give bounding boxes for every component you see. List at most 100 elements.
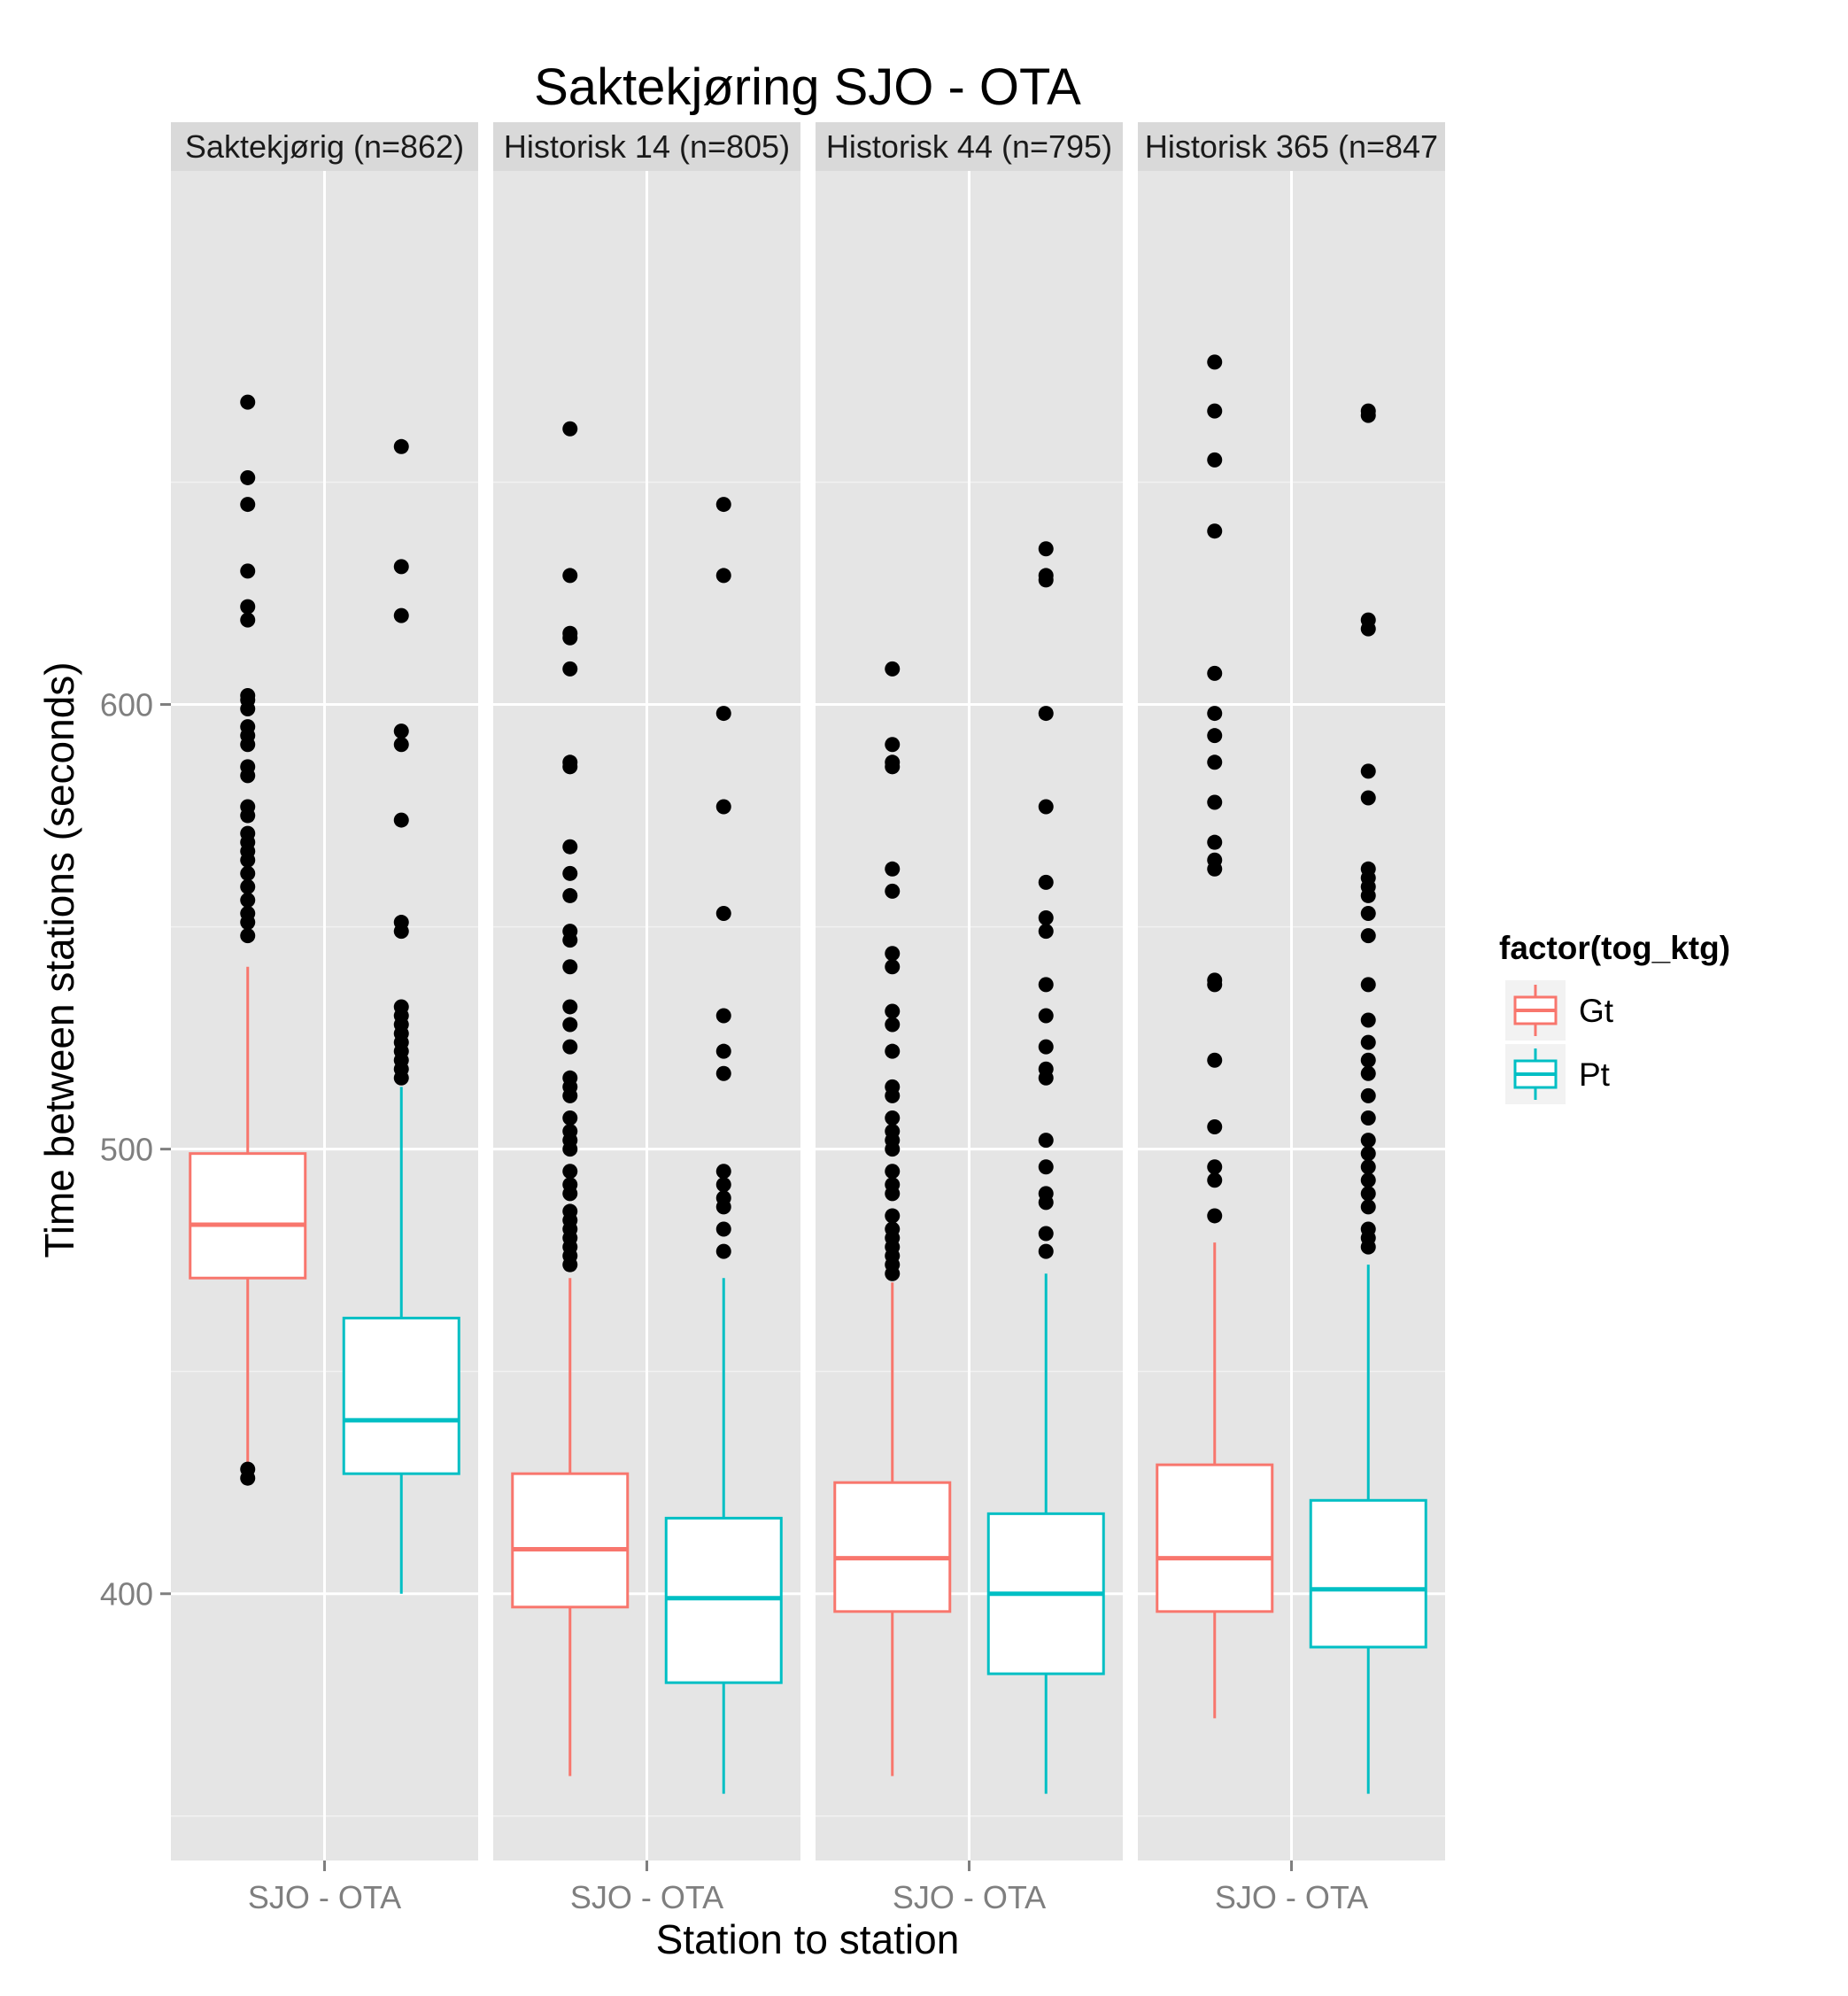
outlier-point <box>1038 1159 1054 1175</box>
outlier-point <box>562 1039 578 1055</box>
outlier-point <box>715 497 731 513</box>
outlier-point <box>1207 523 1223 539</box>
outlier-point <box>885 1124 901 1140</box>
box-iqr <box>342 1316 460 1475</box>
outlier-point <box>715 1221 731 1237</box>
outlier-point <box>1207 1159 1223 1175</box>
outlier-point <box>562 754 578 770</box>
outlier-point <box>1038 1008 1054 1024</box>
outlier-point <box>1360 1159 1376 1175</box>
outlier-point <box>715 706 731 722</box>
outlier-point <box>240 892 256 908</box>
outlier-point <box>1360 977 1376 993</box>
facet-strip-label: Historisk 44 (n=795) <box>826 128 1112 165</box>
boxplot-pt <box>342 438 460 1594</box>
outlier-point <box>393 438 409 454</box>
outlier-point <box>1360 928 1376 944</box>
outlier-point <box>1360 1133 1376 1149</box>
x-tick-label: SJO - OTA <box>570 1879 723 1915</box>
outlier-point <box>240 928 256 944</box>
outlier-point <box>393 999 409 1015</box>
legend-label: Pt <box>1579 1056 1611 1093</box>
y-tick-label: 600 <box>100 687 153 723</box>
outlier-point <box>562 625 578 641</box>
outlier-point <box>1038 1133 1054 1149</box>
outlier-point <box>562 1177 578 1193</box>
x-tick-label: SJO - OTA <box>248 1879 401 1915</box>
outlier-point <box>240 563 256 579</box>
outlier-point <box>1207 452 1223 468</box>
outlier-point <box>240 759 256 775</box>
outlier-point <box>562 661 578 677</box>
outlier-point <box>885 1003 901 1019</box>
outlier-point <box>1038 1039 1054 1055</box>
outlier-point <box>240 878 256 894</box>
outlier-point <box>240 1470 256 1486</box>
facet-strip <box>1138 122 1445 171</box>
outlier-point <box>1038 977 1054 993</box>
outlier-point <box>1038 1186 1054 1202</box>
boxplot-pt <box>664 497 783 1794</box>
outlier-point <box>885 883 901 899</box>
outlier-point <box>240 599 256 615</box>
outlier-point <box>885 661 901 677</box>
box-iqr <box>833 1481 952 1613</box>
facet-strip <box>171 122 478 171</box>
outlier-point <box>715 1177 731 1193</box>
outlier-point <box>562 887 578 903</box>
outlier-point <box>562 1164 578 1180</box>
outlier-point <box>1360 1065 1376 1081</box>
facet-panel: Saktekjørig (n=862) SJO - OTA <box>171 122 478 1915</box>
box-iqr <box>511 1472 630 1609</box>
outlier-point <box>1038 1226 1054 1242</box>
x-axis-title: Station to station <box>656 1916 960 1962</box>
outlier-point <box>1207 1119 1223 1135</box>
outlier-point <box>1207 852 1223 868</box>
outlier-point <box>885 1208 901 1224</box>
legend: factor(tog_ktg) Gt Pt <box>1499 930 1730 1104</box>
outlier-point <box>715 799 731 815</box>
y-axis: 400 500 600 <box>100 687 171 1613</box>
outlier-point <box>1038 541 1054 557</box>
outlier-point <box>562 924 578 940</box>
outlier-point <box>1207 1052 1223 1068</box>
outlier-point <box>715 1243 731 1259</box>
outlier-point <box>393 607 409 623</box>
outlier-point <box>1207 728 1223 744</box>
facet-panel: Historisk 44 (n=795) SJO - OTA <box>816 122 1123 1915</box>
x-tick-label: SJO - OTA <box>893 1879 1046 1915</box>
legend-label: Gt <box>1579 993 1614 1029</box>
outlier-point <box>885 1017 901 1033</box>
boxplot-gt <box>189 394 307 1486</box>
outlier-point <box>393 723 409 739</box>
outlier-point <box>1360 1087 1376 1103</box>
outlier-point <box>1207 1172 1223 1188</box>
outlier-point <box>885 754 901 770</box>
outlier-point <box>1360 1146 1376 1162</box>
outlier-point <box>240 497 256 513</box>
outlier-point <box>1360 861 1376 877</box>
outlier-point <box>240 825 256 841</box>
outlier-point <box>1207 354 1223 370</box>
legend-title: factor(tog_ktg) <box>1499 930 1730 966</box>
outlier-point <box>1038 874 1054 890</box>
outlier-point <box>562 1070 578 1086</box>
y-axis-title: Time between stations (seconds) <box>36 661 82 1257</box>
box-iqr <box>189 1152 307 1280</box>
outlier-point <box>562 1203 578 1219</box>
outlier-point <box>1360 790 1376 806</box>
outlier-point <box>1360 1186 1376 1202</box>
y-tick-label: 400 <box>100 1576 153 1613</box>
boxplot-gt <box>1156 354 1274 1719</box>
outlier-point <box>1360 1110 1376 1126</box>
boxplot-pt <box>1309 403 1427 1794</box>
outlier-point <box>1360 763 1376 779</box>
outlier-point <box>715 1065 731 1081</box>
outlier-point <box>562 568 578 584</box>
outlier-point <box>1360 1034 1376 1050</box>
outlier-point <box>1360 1221 1376 1237</box>
outlier-point <box>885 1110 901 1126</box>
facet-strip-label: Saktekjørig (n=862) <box>185 128 464 165</box>
outlier-point <box>562 999 578 1015</box>
